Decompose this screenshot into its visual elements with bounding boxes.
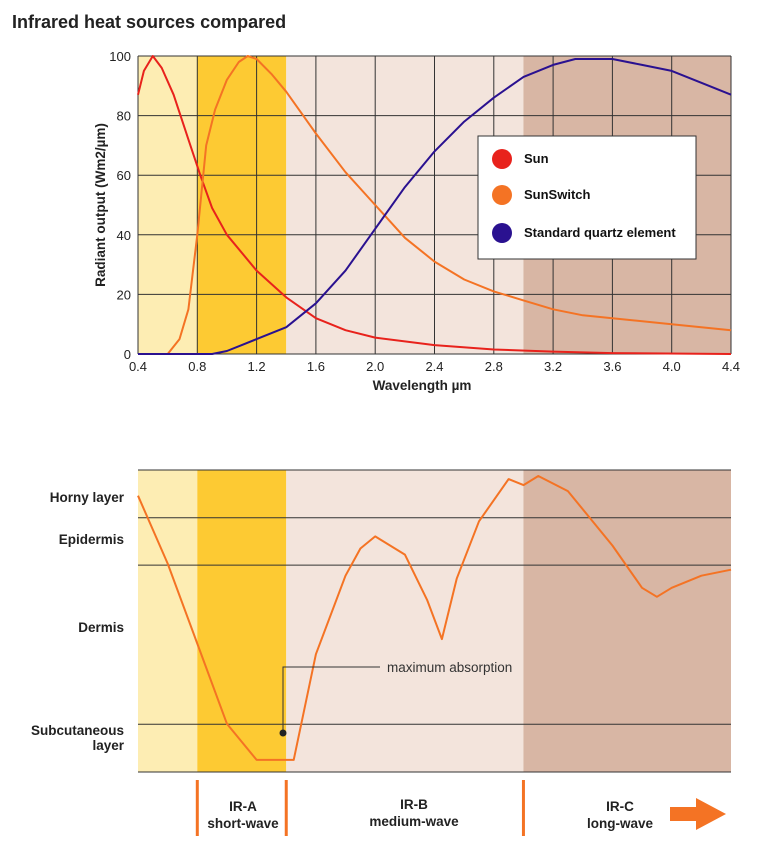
x-tick-label-4: 2.0 xyxy=(366,359,384,374)
x-axis-label: Wavelength µm xyxy=(373,378,472,393)
band-desc-irb: medium-wave xyxy=(369,814,459,829)
band-name-irb: IR-B xyxy=(400,797,428,812)
x-tick-label-5: 2.4 xyxy=(425,359,443,374)
y-tick-label-5: 100 xyxy=(109,49,131,64)
legend-marker-quartz xyxy=(492,223,512,243)
x-tick-label-9: 4.0 xyxy=(663,359,681,374)
annotation-label: maximum absorption xyxy=(387,660,512,675)
y-tick-label-0: 0 xyxy=(124,347,131,362)
legend-label-sunswitch: SunSwitch xyxy=(524,187,591,202)
layer-label-horny: Horny layer xyxy=(50,490,125,505)
y-tick-label-2: 40 xyxy=(117,228,131,243)
band-name-ira: IR-A xyxy=(229,799,257,814)
top-band-0 xyxy=(138,56,198,354)
layer-label-dermis: Dermis xyxy=(78,620,124,635)
legend-box xyxy=(477,135,697,260)
maximum-absorption-marker xyxy=(279,729,287,737)
layer-label-epidermis: Epidermis xyxy=(59,532,124,547)
layer-label-subcutaneous: Subcutaneous xyxy=(31,723,124,738)
absorption-line-0 xyxy=(137,475,732,761)
x-tick-label-10: 4.4 xyxy=(722,359,740,374)
x-tick-label-8: 3.6 xyxy=(603,359,621,374)
radiant-output-chart: 0.4 0.8 1.2 1.6 2.0 2.4 2.8 3.2 3.6 4.0 4.4 0 20 40 60… xyxy=(93,49,740,393)
x-tick-label-6: 2.8 xyxy=(485,359,503,374)
x-tick-label-1: 0.8 xyxy=(188,359,206,374)
y-tick-label-4: 80 xyxy=(117,109,131,124)
legend-label-quartz: Standard quartz element xyxy=(524,225,676,240)
skin-band-2 xyxy=(286,470,524,772)
legend-marker-sun xyxy=(492,149,512,169)
y-tick-label-1: 20 xyxy=(117,287,131,302)
series-line-sun xyxy=(137,55,732,355)
skin-absorption-chart: Horny layer Epidermis Dermis Subcutaneou… xyxy=(31,469,732,836)
skin-band-3 xyxy=(523,470,731,772)
x-tick-label-2: 1.2 xyxy=(248,359,266,374)
annotation-leader-line xyxy=(282,666,380,733)
series-line-sunswitch xyxy=(138,55,732,355)
legend: Sun SunSwitch Standard quartz element xyxy=(477,135,697,260)
skin-band-1 xyxy=(197,470,287,772)
layer-label-subcutaneous-2: layer xyxy=(92,738,124,753)
top-band-1 xyxy=(197,56,287,354)
chart-title: Infrared heat sources compared xyxy=(12,12,286,32)
series-line-quartz xyxy=(138,58,732,355)
x-tick-label-7: 3.2 xyxy=(544,359,562,374)
band-desc-irc: long-wave xyxy=(587,816,654,831)
x-tick-label-3: 1.6 xyxy=(307,359,325,374)
band-desc-ira: short-wave xyxy=(207,816,279,831)
y-tick-label-3: 60 xyxy=(117,168,131,183)
y-axis-label: Radiant output (Wm2/µm) xyxy=(93,123,108,287)
band-name-irc: IR-C xyxy=(606,799,634,814)
long-wave-arrow-icon xyxy=(670,798,726,830)
legend-marker-sunswitch xyxy=(492,185,512,205)
legend-label-sun: Sun xyxy=(524,151,549,166)
x-tick-label-0: 0.4 xyxy=(129,359,147,374)
